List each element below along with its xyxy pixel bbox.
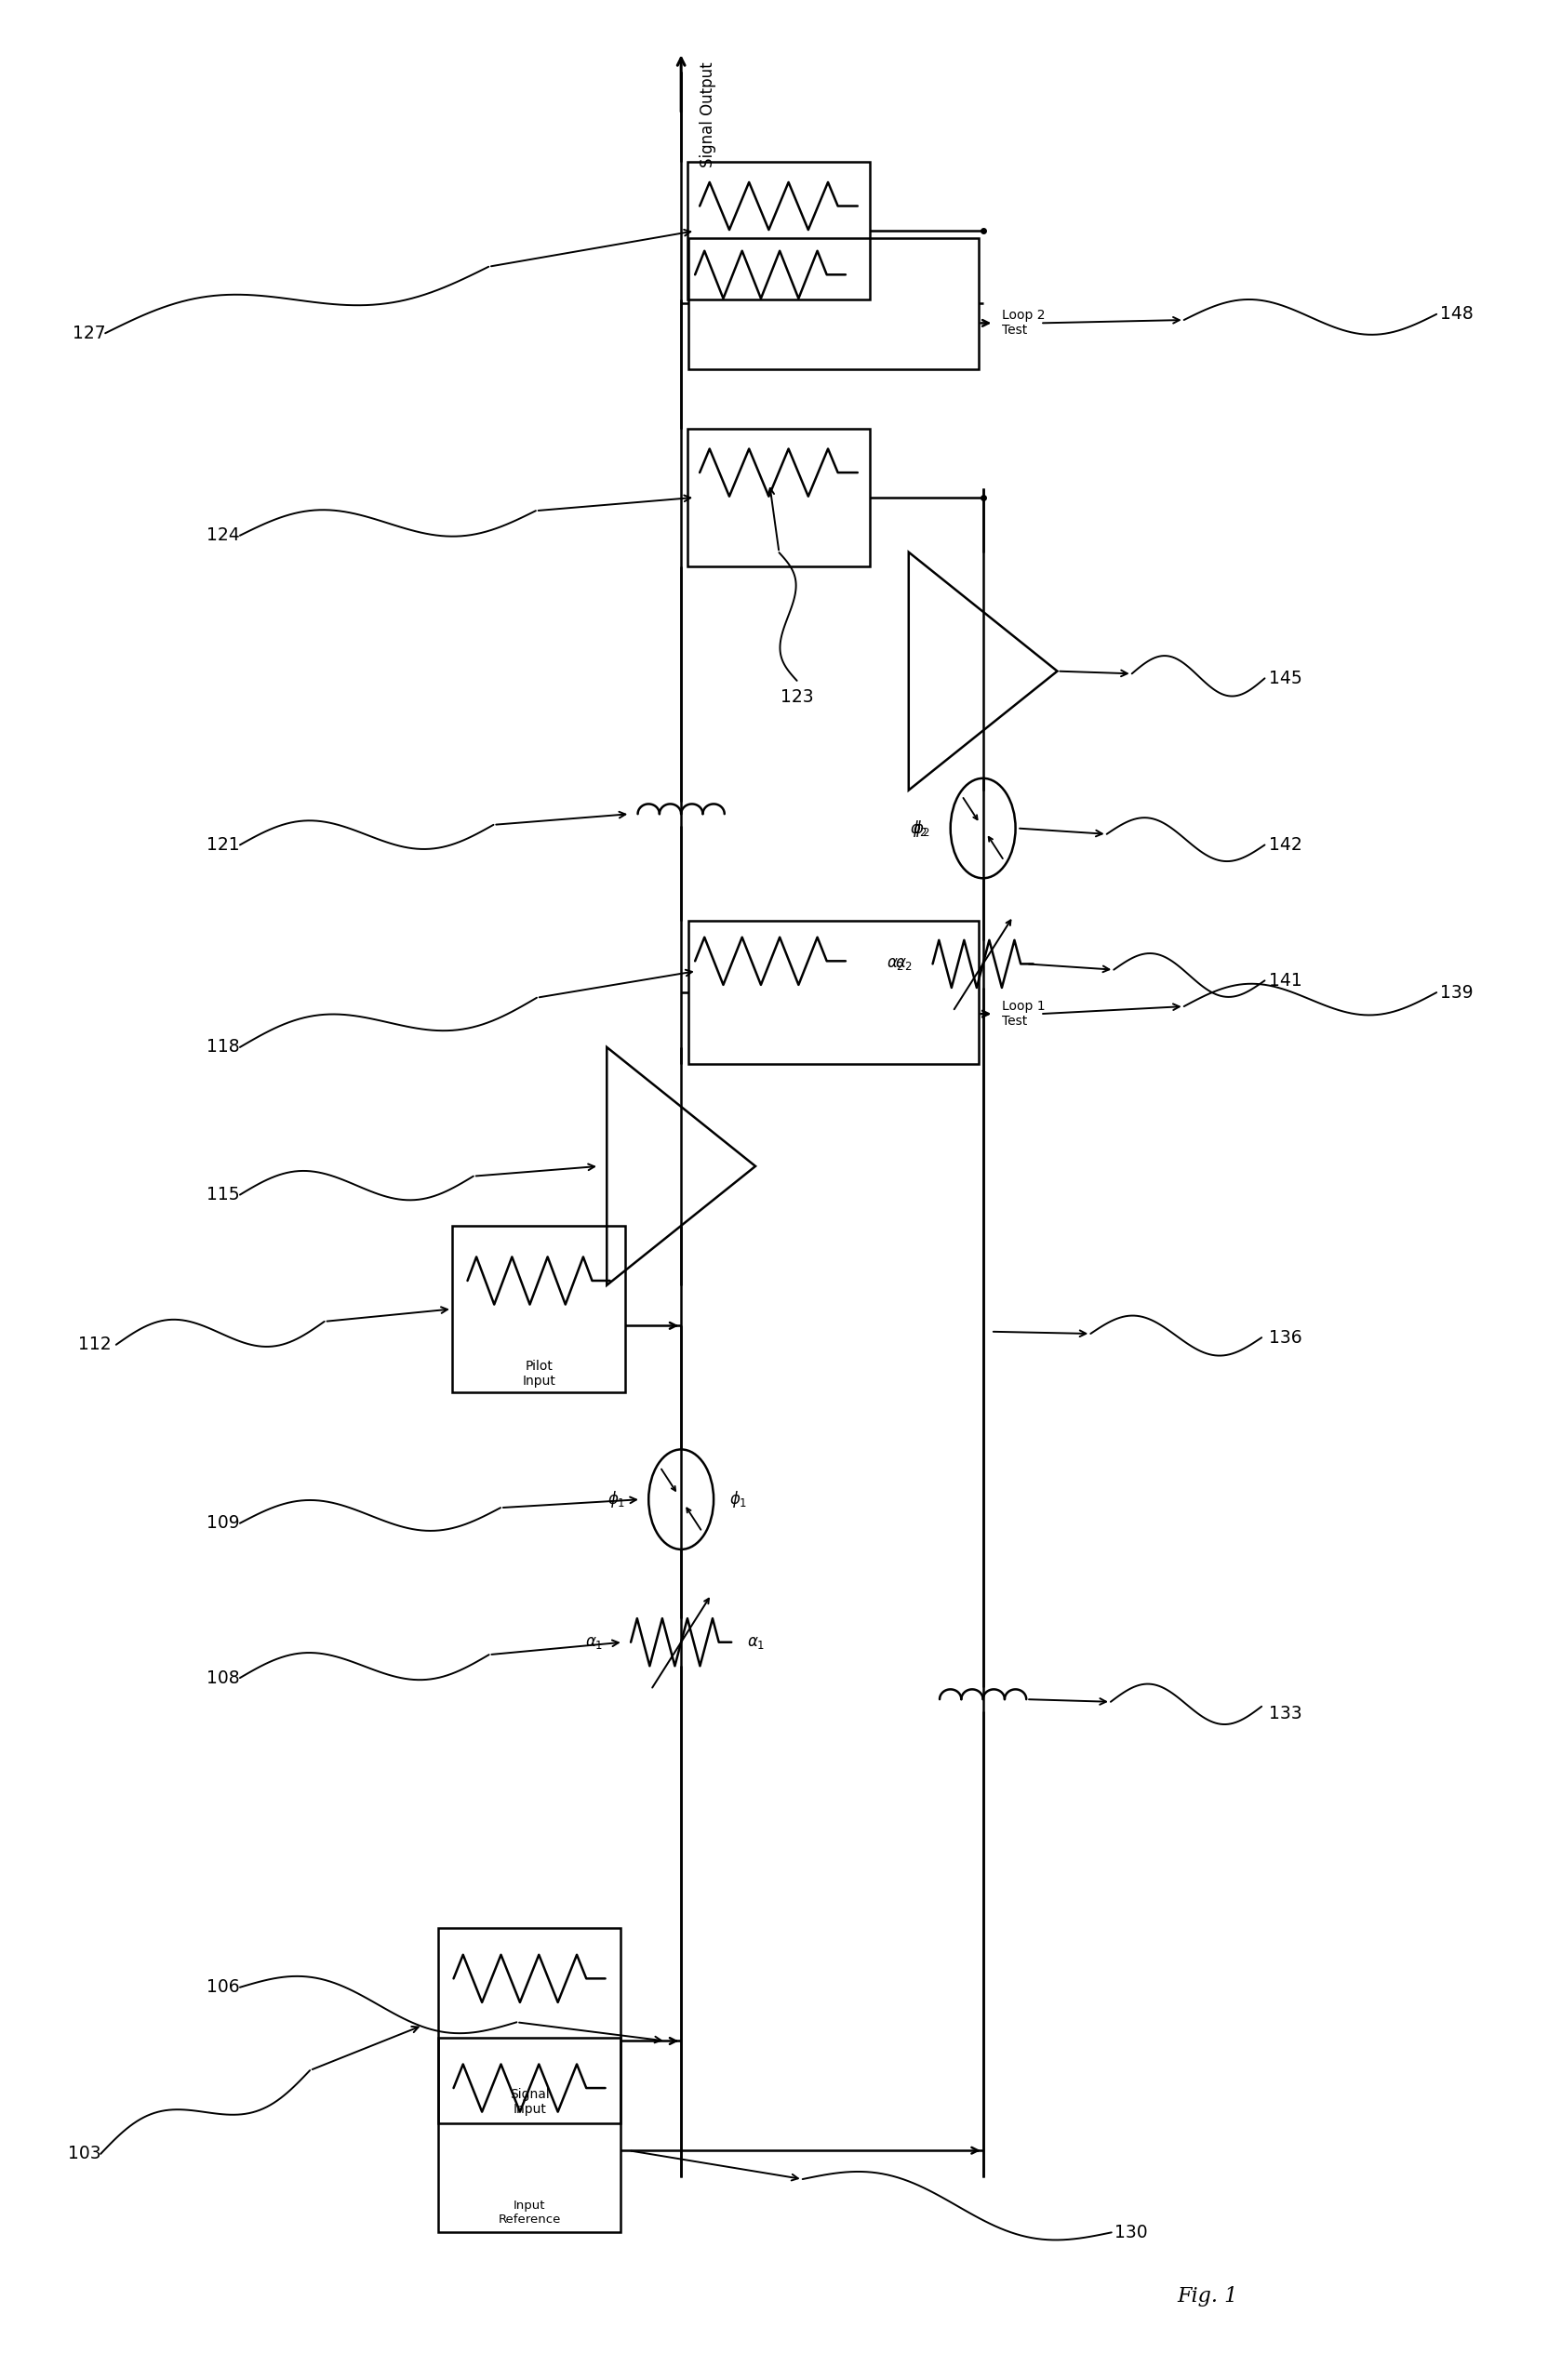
Text: 130: 130	[1115, 2223, 1147, 2242]
Text: $\alpha_1$: $\alpha_1$	[748, 1633, 765, 1652]
Text: 148: 148	[1440, 305, 1472, 324]
Text: 141: 141	[1269, 971, 1302, 990]
Bar	[687, 428, 870, 566]
Bar	[438, 1928, 621, 2123]
Text: 108: 108	[207, 1668, 240, 1687]
Text: Loop 1
Test: Loop 1 Test	[1002, 1000, 1045, 1028]
Text: 103: 103	[68, 2144, 101, 2163]
Text: 123: 123	[780, 688, 814, 707]
Text: $\phi_2$: $\phi_2$	[909, 819, 927, 838]
Text: $\alpha_1$: $\alpha_1$	[585, 1633, 602, 1652]
Text: 112: 112	[79, 1335, 111, 1354]
Text: 133: 133	[1269, 1704, 1302, 1723]
Text: Fig. 1: Fig. 1	[1176, 2287, 1238, 2306]
Text: 145: 145	[1269, 669, 1302, 688]
Text: 127: 127	[73, 324, 105, 343]
Text: $\alpha_2$: $\alpha_2$	[895, 954, 912, 973]
Text: Signal
Input: Signal Input	[509, 2087, 550, 2116]
Text: 118: 118	[207, 1038, 240, 1057]
Text: $\alpha_2$: $\alpha_2$	[887, 954, 904, 973]
Text: $\phi_1$: $\phi_1$	[729, 1490, 748, 1509]
Text: 124: 124	[207, 526, 240, 545]
Text: 106: 106	[207, 1978, 240, 1997]
Bar	[438, 2037, 621, 2232]
Text: $\phi_1$: $\phi_1$	[607, 1490, 625, 1509]
Text: Pilot
Input: Pilot Input	[522, 1359, 556, 1388]
Text: Loop 2
Test: Loop 2 Test	[1002, 309, 1045, 338]
Text: 115: 115	[207, 1185, 240, 1204]
Text: 121: 121	[207, 835, 240, 854]
Text: 142: 142	[1269, 835, 1302, 854]
Text: Input
Reference: Input Reference	[498, 2199, 560, 2225]
Text: 136: 136	[1269, 1328, 1302, 1347]
Bar	[689, 238, 978, 369]
Text: Signal Output: Signal Output	[700, 62, 717, 167]
Bar	[689, 921, 978, 1064]
Text: 109: 109	[207, 1514, 240, 1533]
Bar	[687, 162, 870, 300]
Text: 139: 139	[1440, 983, 1472, 1002]
Bar	[452, 1226, 625, 1392]
Text: $\phi_2$: $\phi_2$	[912, 819, 930, 838]
